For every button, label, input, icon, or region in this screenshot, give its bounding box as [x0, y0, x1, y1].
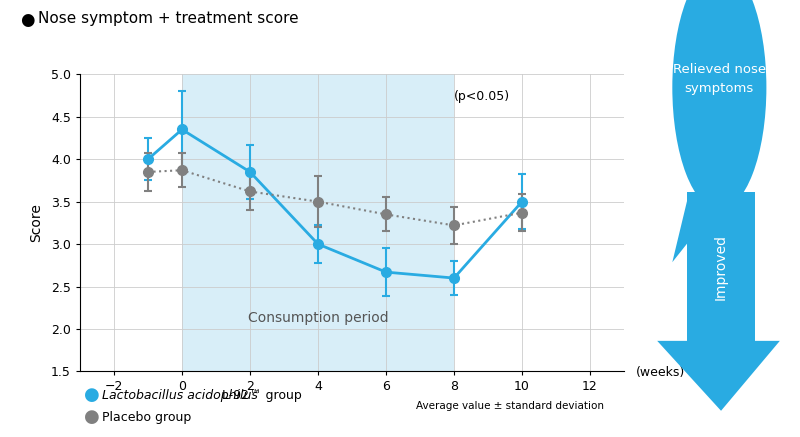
Text: (weeks): (weeks) — [636, 366, 686, 379]
Bar — [182, 74, 454, 371]
Polygon shape — [658, 341, 780, 411]
Polygon shape — [672, 192, 728, 262]
Text: ●: ● — [20, 11, 34, 29]
Text: L-92™ group: L-92™ group — [218, 389, 302, 402]
Text: Consumption period: Consumption period — [248, 311, 388, 325]
Text: ●: ● — [84, 386, 100, 405]
Polygon shape — [687, 192, 754, 341]
Text: Placebo group: Placebo group — [102, 411, 191, 424]
Circle shape — [672, 0, 766, 210]
Text: Lactobacillus acidophilus: Lactobacillus acidophilus — [102, 389, 258, 402]
Text: Improved: Improved — [714, 233, 728, 300]
Y-axis label: Score: Score — [29, 204, 42, 242]
Text: Nose symptom + treatment score: Nose symptom + treatment score — [38, 11, 299, 26]
Text: Relieved nose
symptoms: Relieved nose symptoms — [673, 62, 766, 95]
Text: (p<0.05): (p<0.05) — [454, 90, 510, 103]
Text: ●: ● — [84, 408, 100, 427]
Text: Average value ± standard deviation: Average value ± standard deviation — [416, 401, 604, 411]
